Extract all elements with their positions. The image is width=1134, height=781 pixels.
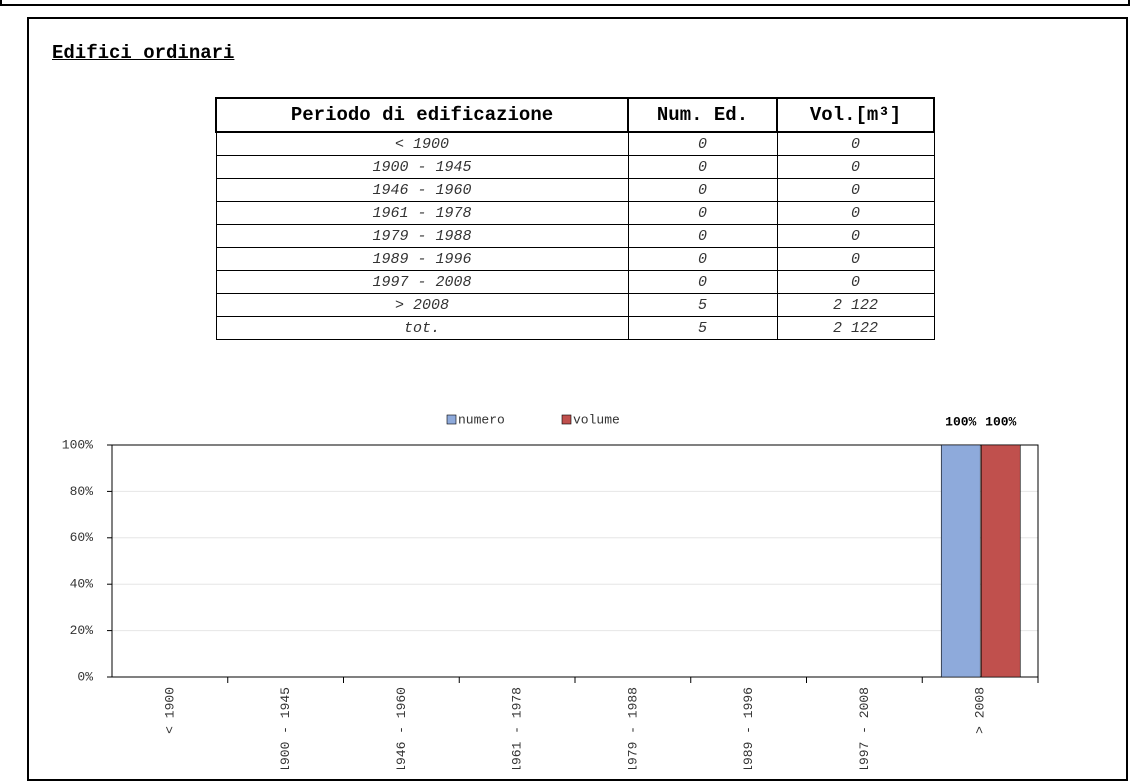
- legend-label: volume: [573, 412, 620, 427]
- table-row: tot. 5 2 122: [215, 316, 935, 340]
- y-tick-label: 100%: [62, 437, 93, 452]
- x-tick-label: 1997 - 2008: [857, 687, 872, 769]
- header-cell: Periodo di edificazione: [215, 97, 629, 133]
- table-cell: tot.: [215, 316, 629, 340]
- table-row: 1900 - 1945 0 0: [215, 155, 935, 179]
- y-tick-label: 0%: [77, 669, 93, 684]
- table-cell: 0: [776, 201, 935, 225]
- top-frame: [0, 0, 1130, 6]
- y-tick-label: 80%: [70, 484, 94, 499]
- table-cell: 0: [776, 270, 935, 294]
- table-cell: 5: [627, 316, 778, 340]
- data-label: 100%: [945, 414, 976, 429]
- x-tick-label: 1989 - 1996: [741, 687, 756, 769]
- x-tick-label: 1900 - 1945: [278, 687, 293, 769]
- table-cell: 2 122: [776, 316, 935, 340]
- x-tick-label: 1979 - 1988: [625, 687, 640, 769]
- x-tick-label: > 2008: [973, 687, 988, 734]
- table-row: 1989 - 1996 0 0: [215, 247, 935, 271]
- data-label: 100%: [985, 414, 1016, 429]
- table-cell: > 2008: [215, 293, 629, 317]
- x-tick-label: 1961 - 1978: [510, 687, 525, 769]
- header-cell: Vol.[m³]: [776, 97, 935, 133]
- table-row: 1997 - 2008 0 0: [215, 270, 935, 294]
- plot-area: [111, 444, 1039, 678]
- table-row: 1946 - 1960 0 0: [215, 178, 935, 202]
- table-cell: 1961 - 1978: [215, 201, 629, 225]
- legend-swatch: [446, 414, 457, 425]
- table-row: 1961 - 1978 0 0: [215, 201, 935, 225]
- table-cell: 0: [776, 155, 935, 179]
- x-tick-label: < 1900: [162, 687, 177, 734]
- legend-swatch: [561, 414, 572, 425]
- table-cell: 0: [776, 247, 935, 271]
- bar: [980, 444, 1021, 678]
- table-cell: 1989 - 1996: [215, 247, 629, 271]
- section-title: Edifici ordinari: [52, 42, 235, 64]
- y-tick-label: 40%: [70, 577, 94, 592]
- bar: [940, 444, 981, 678]
- table-cell: 0: [627, 270, 778, 294]
- table-cell: 5: [627, 293, 778, 317]
- y-tick-label: 20%: [70, 623, 94, 638]
- table-cell: 0: [627, 247, 778, 271]
- y-tick-label: 60%: [70, 530, 94, 545]
- table-cell: 1997 - 2008: [215, 270, 629, 294]
- legend-label: numero: [458, 412, 505, 427]
- table: Periodo di edificazione Num. Ed. Vol.[m³…: [215, 97, 935, 340]
- x-tick-label: 1946 - 1960: [394, 687, 409, 769]
- table-cell: 0: [627, 155, 778, 179]
- header-cell: Num. Ed.: [627, 97, 778, 133]
